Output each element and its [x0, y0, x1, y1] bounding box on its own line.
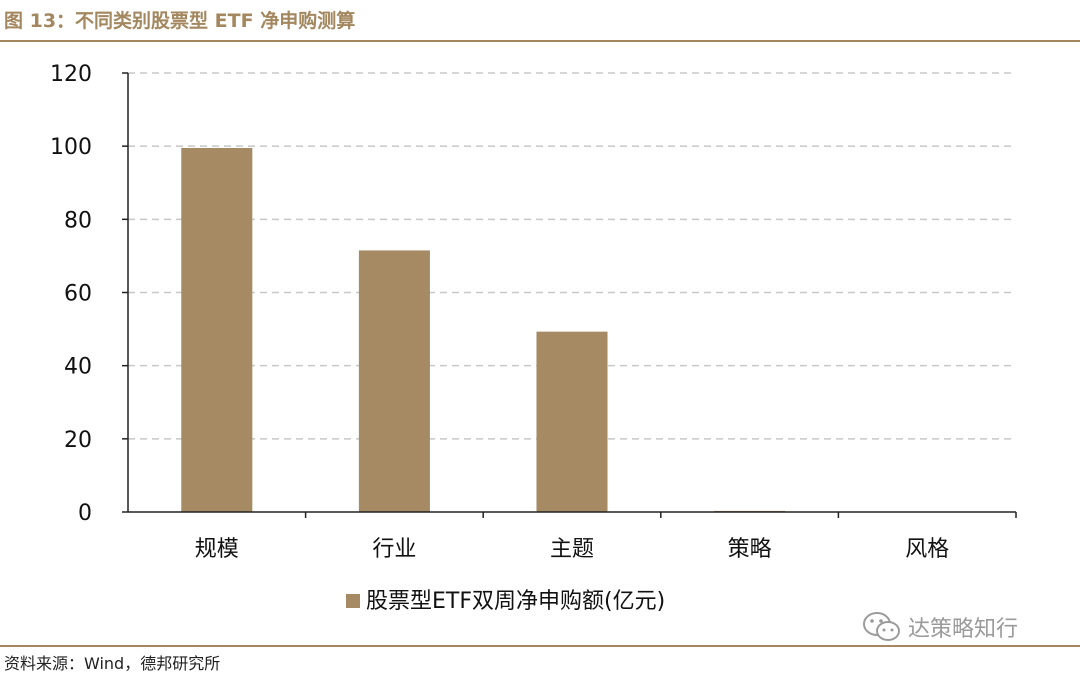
- watermark: 达策略知行: [862, 610, 1018, 644]
- y-tick-label: 80: [64, 208, 92, 233]
- source-note: 资料来源：Wind，德邦研究所: [4, 654, 221, 673]
- bottom-divider: [0, 645, 1080, 647]
- wechat-icon: [863, 612, 900, 641]
- x-tick-label: 风格: [905, 537, 949, 562]
- axes: [127, 73, 1016, 513]
- bars: [181, 147, 786, 512]
- x-tick-label: 策略: [728, 537, 772, 562]
- bar-0: [181, 147, 253, 512]
- top-divider: [0, 40, 1080, 42]
- y-tick-label: 0: [78, 501, 92, 526]
- figure-title: 图 13：不同类别股票型 ETF 净申购测算: [4, 10, 356, 32]
- x-tick-label: 主题: [550, 537, 594, 562]
- legend-label: 股票型ETF双周净申购额(亿元): [366, 589, 665, 614]
- bar-chart: 0 20 40 60 80 100 120 规模 行业 主题 策略 风格 股票型ETF双周净申购额(…: [50, 62, 1017, 614]
- legend: 股票型ETF双周净申购额(亿元): [346, 589, 665, 614]
- y-tick-label: 60: [64, 282, 92, 307]
- bar-2: [536, 331, 608, 512]
- x-tick-label: 规模: [195, 537, 239, 562]
- y-tick-label: 40: [64, 355, 92, 380]
- watermark-text: 达策略知行: [908, 617, 1019, 642]
- legend-swatch: [346, 594, 360, 608]
- y-tick-label: 120: [50, 62, 92, 87]
- bar-1: [358, 250, 430, 512]
- y-tick-label: 20: [64, 428, 92, 453]
- y-tick-label: 100: [50, 135, 92, 160]
- x-tick-label: 行业: [372, 537, 416, 562]
- x-axis-ticks: 规模 行业 主题 策略 风格: [195, 512, 1017, 562]
- y-axis-ticks: 0 20 40 60 80 100 120: [50, 62, 128, 526]
